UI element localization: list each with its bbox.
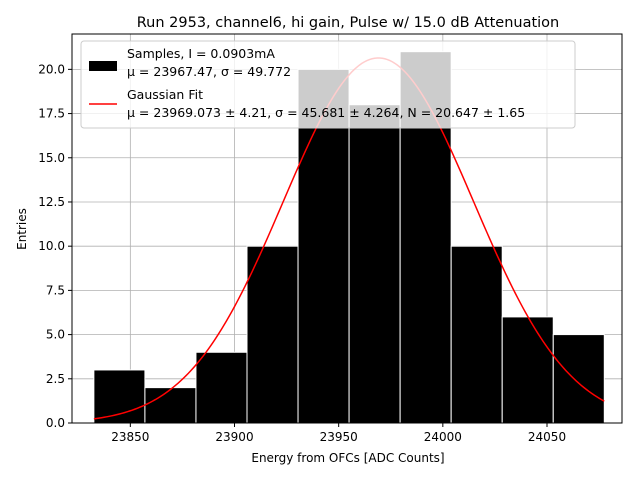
y-tick-label-3: 7.5	[46, 283, 65, 297]
histogram-bar-9	[552, 334, 605, 424]
y-tick-label-4: 10.0	[38, 239, 65, 253]
y-tick-label-2: 5.0	[46, 328, 65, 342]
x-tick-label-2: 23950	[320, 430, 358, 444]
histogram-bar-1	[144, 387, 197, 424]
legend-samples-swatch	[89, 61, 117, 71]
y-axis-label: Entries	[15, 208, 29, 250]
y-tick-label-0: 0.0	[46, 416, 65, 430]
x-axis-label: Energy from OFCs [ADC Counts]	[251, 451, 444, 465]
y-tick-label-5: 12.5	[38, 195, 65, 209]
y-tick-label-1: 2.5	[46, 372, 65, 386]
y-tick-label-7: 17.5	[38, 107, 65, 121]
legend-fit-stats: μ = 23969.073 ± 4.21, σ = 45.681 ± 4.264…	[127, 105, 525, 120]
x-tick-label-4: 24050	[528, 430, 566, 444]
legend-frame	[80, 40, 576, 129]
x-tick-label-0: 23850	[111, 430, 149, 444]
legend-fit-label: Gaussian Fit	[127, 87, 203, 102]
y-tick-label-6: 15.0	[38, 151, 65, 165]
x-tick-label-3: 24000	[424, 430, 462, 444]
ticks-layer: 23850 23900 23950 24000 24050 0.0 2.5 5.0 7.5 10.…	[38, 62, 566, 444]
plot-area-frame	[71, 33, 623, 424]
histogram-bar-8	[501, 316, 554, 424]
x-tick-label-1: 23900	[215, 430, 253, 444]
chart-title: Run 2953, channel6, hi gain, Pulse w/ 15…	[137, 15, 560, 31]
histogram-bar-7	[450, 245, 503, 424]
histogram-bar-5	[348, 104, 401, 424]
histogram-bar-0	[93, 369, 146, 424]
y-tick-label-8: 20.0	[38, 62, 65, 76]
legend-samples-label: Samples, I = 0.0903mA	[127, 46, 275, 61]
histogram-bar-2	[195, 351, 248, 424]
legend-samples-stats: μ = 23967.47, σ = 49.772	[127, 64, 291, 79]
legend: Samples, I = 0.0903mA μ = 23967.47, σ = …	[80, 40, 576, 129]
histogram-bar-3	[246, 245, 299, 424]
